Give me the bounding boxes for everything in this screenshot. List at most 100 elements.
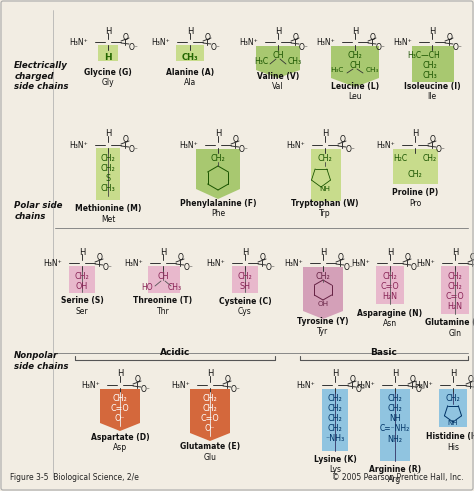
Text: CH₂: CH₂ bbox=[328, 404, 342, 413]
Text: O: O bbox=[260, 253, 266, 263]
Bar bbox=[393, 149, 438, 184]
Text: © 2005 Pearson Prentice Hall, Inc.: © 2005 Pearson Prentice Hall, Inc. bbox=[332, 473, 464, 482]
Text: H: H bbox=[105, 27, 111, 35]
Text: C=⁻NH₂: C=⁻NH₂ bbox=[380, 424, 410, 433]
Text: H: H bbox=[387, 247, 393, 256]
Text: Polar side
chains: Polar side chains bbox=[14, 201, 63, 221]
Text: CH₂: CH₂ bbox=[113, 394, 128, 403]
Text: O⁻: O⁻ bbox=[211, 43, 221, 52]
Text: H₃N⁺: H₃N⁺ bbox=[393, 37, 412, 47]
Text: CH₂: CH₂ bbox=[202, 394, 218, 403]
Text: Met: Met bbox=[101, 215, 115, 223]
Text: O⁻: O⁻ bbox=[376, 43, 386, 52]
Text: OH: OH bbox=[76, 282, 88, 291]
Bar bbox=[232, 266, 258, 293]
Text: CH₂: CH₂ bbox=[328, 394, 342, 403]
Text: Asp: Asp bbox=[113, 442, 127, 452]
Text: NH: NH bbox=[319, 186, 330, 192]
Text: CH₂: CH₂ bbox=[446, 394, 460, 403]
Text: H₂C: H₂C bbox=[393, 154, 407, 163]
Polygon shape bbox=[256, 46, 300, 78]
Text: Serine (S): Serine (S) bbox=[61, 297, 103, 305]
Text: O⁻: O⁻ bbox=[231, 385, 241, 394]
Text: CH₂: CH₂ bbox=[202, 404, 218, 413]
Text: Methionine (M): Methionine (M) bbox=[75, 204, 141, 214]
Text: O⁻: O⁻ bbox=[115, 414, 125, 423]
Text: CH₂: CH₂ bbox=[408, 170, 422, 179]
Text: H₂N: H₂N bbox=[383, 292, 398, 301]
Text: Tyr: Tyr bbox=[318, 327, 328, 335]
Bar bbox=[98, 45, 118, 61]
Text: Asn: Asn bbox=[383, 319, 397, 327]
Polygon shape bbox=[100, 389, 140, 431]
Text: Cysteine (C): Cysteine (C) bbox=[219, 297, 271, 305]
Text: O⁻: O⁻ bbox=[103, 264, 113, 273]
Text: Electrically
charged
side chains: Electrically charged side chains bbox=[14, 61, 69, 91]
Bar bbox=[96, 148, 120, 200]
Text: Ala: Ala bbox=[184, 78, 196, 86]
Text: CH: CH bbox=[272, 51, 284, 60]
Text: H₃N⁺: H₃N⁺ bbox=[316, 37, 335, 47]
Text: Aspartate (D): Aspartate (D) bbox=[91, 433, 149, 441]
Text: NH₂: NH₂ bbox=[388, 435, 402, 444]
Text: Nonpolar
side chains: Nonpolar side chains bbox=[14, 351, 69, 371]
Text: H₃N⁺: H₃N⁺ bbox=[43, 258, 62, 268]
Bar bbox=[380, 389, 410, 461]
Text: Tryptophan (W): Tryptophan (W) bbox=[291, 198, 359, 208]
Text: H: H bbox=[275, 27, 281, 35]
Text: S: S bbox=[105, 174, 110, 183]
Text: Lys: Lys bbox=[329, 465, 341, 474]
Text: O⁻: O⁻ bbox=[436, 145, 446, 155]
Text: H: H bbox=[117, 370, 123, 379]
Text: Glutamine (Q): Glutamine (Q) bbox=[425, 319, 474, 327]
Bar bbox=[412, 46, 454, 82]
Text: Cys: Cys bbox=[238, 306, 252, 316]
Text: O⁻: O⁻ bbox=[129, 145, 139, 155]
Text: O⁻: O⁻ bbox=[416, 385, 426, 394]
Text: O⁻: O⁻ bbox=[205, 424, 215, 433]
Text: CH₂: CH₂ bbox=[347, 51, 363, 60]
Text: C=O: C=O bbox=[201, 414, 219, 423]
Text: H₃N⁺: H₃N⁺ bbox=[81, 381, 100, 389]
Text: H: H bbox=[320, 247, 326, 256]
Text: HO: HO bbox=[141, 283, 153, 292]
Text: Glutamate (E): Glutamate (E) bbox=[180, 442, 240, 452]
Text: H₃N⁺: H₃N⁺ bbox=[239, 37, 258, 47]
Polygon shape bbox=[303, 267, 343, 319]
Polygon shape bbox=[331, 46, 379, 87]
Bar bbox=[311, 149, 341, 201]
Text: H: H bbox=[207, 370, 213, 379]
Text: Valine (V): Valine (V) bbox=[257, 72, 299, 81]
Text: Ile: Ile bbox=[428, 91, 437, 101]
Text: CH₂: CH₂ bbox=[316, 272, 330, 281]
Text: O⁻: O⁻ bbox=[411, 264, 421, 273]
Text: H: H bbox=[392, 370, 398, 379]
Text: Arginine (R): Arginine (R) bbox=[369, 465, 421, 474]
Text: O: O bbox=[410, 376, 416, 384]
Text: O: O bbox=[123, 32, 129, 42]
Text: Gly: Gly bbox=[102, 78, 114, 86]
Text: O: O bbox=[350, 376, 356, 384]
Text: O: O bbox=[135, 376, 141, 384]
Polygon shape bbox=[196, 149, 240, 199]
Text: H: H bbox=[450, 370, 456, 379]
Text: CH₂: CH₂ bbox=[74, 272, 90, 281]
Text: O: O bbox=[97, 253, 103, 263]
Text: CH₂: CH₂ bbox=[447, 282, 462, 291]
Text: H₃N⁺: H₃N⁺ bbox=[356, 381, 375, 389]
Text: H: H bbox=[104, 53, 112, 62]
Text: O⁻: O⁻ bbox=[239, 145, 249, 155]
Text: O: O bbox=[340, 136, 346, 144]
Text: H₃N⁺: H₃N⁺ bbox=[416, 258, 435, 268]
Text: Tyrosine (Y): Tyrosine (Y) bbox=[297, 317, 349, 326]
Text: Arg: Arg bbox=[388, 475, 401, 485]
Text: C=O: C=O bbox=[381, 282, 400, 291]
Text: CH: CH bbox=[349, 61, 361, 70]
Text: O: O bbox=[233, 136, 239, 144]
Text: H₃N⁺: H₃N⁺ bbox=[286, 140, 305, 149]
Text: Glu: Glu bbox=[203, 453, 217, 462]
Text: H: H bbox=[187, 27, 193, 35]
Text: OH: OH bbox=[318, 301, 328, 307]
Text: H: H bbox=[352, 27, 358, 35]
Text: O: O bbox=[470, 253, 474, 263]
